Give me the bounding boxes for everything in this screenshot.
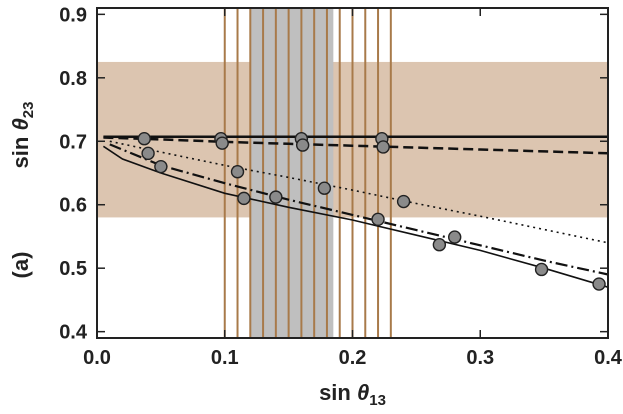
data-point-11 (269, 190, 283, 204)
data-point-10 (237, 191, 251, 206)
x-tick-label-4: 0.4 (594, 347, 623, 369)
x-tick-label-0: 0.0 (83, 347, 111, 369)
series-line-solid-thin (102, 145, 609, 288)
data-point-0 (137, 132, 151, 146)
ticks: 0.0 0.1 0.2 0.3 0.4 0.4 0.5 0.6 0.7 0.8 0.9 (59, 4, 623, 369)
y-tick-label-3: 0.7 (59, 131, 87, 153)
data-point-15 (432, 238, 447, 252)
x-axis-title-subscript: 13 (369, 392, 386, 409)
y-tick-label-1: 0.5 (59, 258, 87, 280)
series-line-dotted (109, 140, 609, 244)
series-group (102, 135, 609, 288)
panel-label: (a) (8, 252, 33, 279)
x-axis-title-text: sin (319, 380, 357, 405)
data-point-16 (448, 230, 462, 244)
x-tick-label-1: 0.1 (211, 347, 239, 369)
data-point-4 (295, 138, 310, 152)
data-point-2 (215, 136, 229, 150)
bands (97, 8, 608, 338)
y-axis-title-symbol: θ (8, 118, 33, 130)
y-axis-title-text: sin (8, 131, 33, 169)
y-tick-label-4: 0.8 (59, 68, 87, 90)
y-axis-title: sin θ23 (8, 102, 37, 169)
data-point-13 (371, 212, 385, 227)
x-tick-label-2: 0.2 (339, 347, 367, 369)
data-point-12 (317, 181, 332, 195)
x-axis-title-symbol: θ (357, 380, 369, 405)
x-axis-title: sin θ13 (319, 380, 386, 409)
data-point-17 (534, 262, 549, 277)
y-tick-label-5: 0.9 (59, 4, 87, 26)
data-point-9 (230, 165, 245, 179)
y-tick-label-2: 0.6 (59, 195, 87, 217)
data-point-6 (376, 140, 390, 154)
y-axis-title-subscript: 23 (20, 102, 37, 119)
data-point-7 (141, 146, 155, 161)
x-tick-label-3: 0.3 (466, 347, 494, 369)
y-tick-label-0: 0.4 (59, 322, 88, 344)
series-line-dashed (103, 136, 609, 155)
data-point-8 (154, 159, 168, 174)
data-point-18 (592, 277, 606, 291)
data-point-14 (396, 194, 411, 209)
points-group (137, 132, 606, 291)
series-line-dashdot (109, 143, 609, 276)
